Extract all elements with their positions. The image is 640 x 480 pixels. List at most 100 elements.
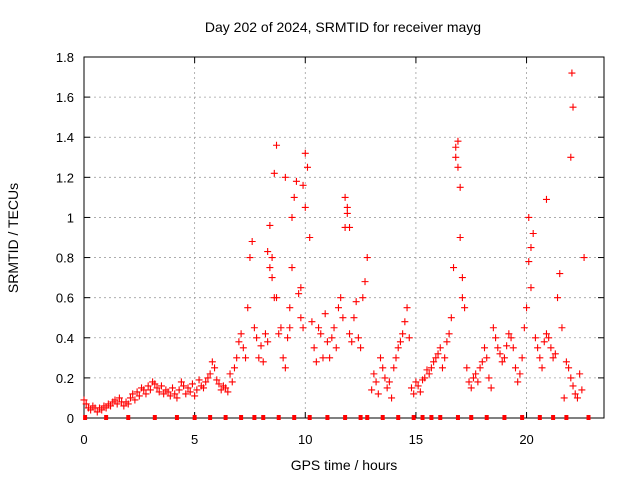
y-tick-label: 1.8 — [56, 50, 74, 65]
gap-marker — [455, 415, 460, 420]
data-point — [266, 221, 274, 229]
gap-marker — [586, 415, 591, 420]
data-point — [264, 248, 272, 256]
data-point — [571, 390, 579, 398]
data-point — [560, 394, 568, 402]
data-point — [319, 354, 327, 362]
gap-marker — [325, 415, 330, 420]
gap-marker — [208, 415, 213, 420]
y-tick-label: 0.8 — [56, 251, 74, 266]
data-point — [573, 394, 581, 402]
data-point — [527, 284, 535, 292]
data-point — [120, 402, 128, 410]
data-point — [414, 382, 422, 390]
chart-title: Day 202 of 2024, SRMTID for receiver may… — [205, 19, 481, 35]
data-point — [516, 370, 524, 378]
data-point — [273, 294, 281, 302]
data-point — [567, 374, 575, 382]
data-point — [169, 384, 177, 392]
gap-marker — [396, 415, 401, 420]
data-point — [383, 384, 391, 392]
data-point — [569, 382, 577, 390]
y-tick-label: 1.4 — [56, 130, 74, 145]
data-point — [87, 406, 95, 414]
data-point — [534, 344, 542, 352]
data-point — [166, 392, 174, 400]
data-point — [346, 330, 354, 338]
gap-marker — [126, 415, 131, 420]
y-axis-title: SRMTID / TECUs — [5, 183, 21, 293]
data-point — [500, 354, 508, 362]
data-point — [312, 358, 320, 366]
data-point — [206, 370, 214, 378]
data-point — [565, 364, 573, 372]
data-point — [151, 380, 159, 388]
data-point — [339, 314, 347, 322]
data-point — [458, 294, 466, 302]
data-point — [310, 344, 318, 352]
data-point — [456, 234, 464, 241]
data-point — [208, 358, 216, 366]
data-point — [182, 390, 190, 398]
data-point — [250, 324, 258, 332]
data-point — [569, 103, 577, 111]
data-point — [299, 181, 307, 189]
data-point — [523, 304, 531, 312]
gap-marker — [420, 415, 425, 420]
data-point — [394, 344, 402, 352]
data-point — [292, 177, 300, 185]
x-tick-label: 15 — [409, 432, 423, 447]
data-point — [432, 354, 440, 362]
gap-marker — [174, 415, 179, 420]
data-point — [354, 334, 362, 342]
data-point — [286, 304, 294, 312]
data-point — [447, 314, 455, 322]
data-point — [458, 274, 466, 282]
data-point — [568, 69, 576, 77]
data-point — [542, 195, 550, 203]
data-point — [518, 354, 526, 362]
data-point — [268, 254, 276, 262]
data-point — [115, 394, 123, 402]
data-points — [80, 69, 588, 416]
data-point — [461, 304, 469, 312]
gap-marker — [292, 415, 297, 420]
data-point — [472, 370, 480, 378]
gap-marker — [307, 415, 312, 420]
data-point — [288, 213, 296, 221]
data-point — [295, 290, 303, 298]
data-point — [246, 254, 254, 262]
data-point — [511, 364, 519, 372]
y-tick-label: 0.4 — [56, 331, 74, 346]
data-point — [496, 350, 504, 358]
data-point — [288, 264, 296, 272]
data-point — [556, 270, 564, 278]
gap-marker — [411, 415, 416, 420]
data-point — [399, 330, 407, 338]
data-point — [377, 354, 385, 362]
gap-marker — [537, 415, 542, 420]
data-point — [352, 298, 360, 306]
data-point — [536, 354, 544, 362]
data-point — [443, 338, 451, 346]
data-point — [321, 310, 329, 318]
x-axis-title: GPS time / hours — [291, 457, 398, 473]
data-point — [368, 386, 376, 394]
data-point — [463, 364, 471, 372]
data-point — [153, 384, 161, 392]
gap-marker — [469, 415, 474, 420]
grid-lines — [84, 57, 604, 418]
data-point — [270, 169, 278, 177]
data-point — [286, 324, 294, 332]
data-point — [315, 324, 323, 332]
data-point — [102, 404, 110, 412]
gap-marker — [564, 415, 569, 420]
gap-marker — [83, 415, 88, 420]
data-point — [111, 396, 119, 404]
x-tick-label: 5 — [191, 432, 198, 447]
data-point — [476, 364, 484, 372]
data-point — [308, 318, 316, 326]
data-point — [346, 223, 354, 231]
gap-marker — [261, 415, 266, 420]
data-point — [454, 137, 462, 145]
